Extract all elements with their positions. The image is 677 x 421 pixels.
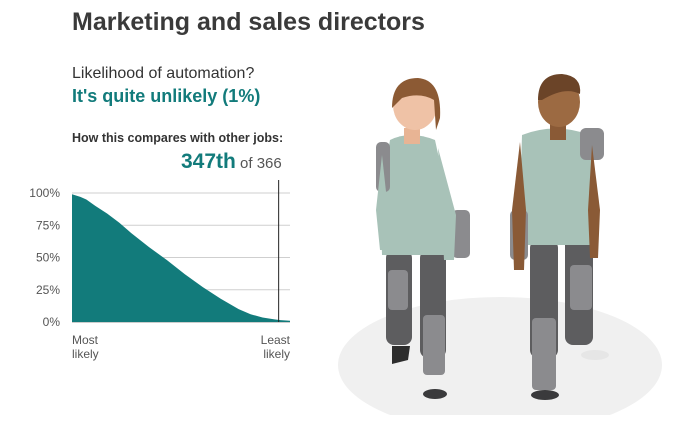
man-right-arm	[588, 145, 600, 258]
woman-knee-brace-left	[388, 270, 408, 310]
man-figure	[510, 74, 609, 400]
man-foot-left	[531, 390, 559, 400]
woman-foot	[423, 389, 447, 399]
man-hair	[538, 74, 581, 100]
y-tick-label: 25%	[36, 283, 60, 297]
woman-shirt	[380, 135, 450, 255]
likelihood-chart: 0% 25% 50% 75% 100%	[29, 180, 290, 329]
woman-left-arm	[376, 155, 388, 250]
y-tick-label: 50%	[36, 251, 60, 265]
man-knee-brace-right	[570, 265, 592, 310]
y-tick-label: 75%	[36, 218, 60, 232]
woman-shoe	[392, 346, 410, 364]
rank-readout: 347th of 366	[181, 150, 282, 174]
page-title: Marketing and sales directors	[72, 8, 425, 36]
likelihood-area	[72, 194, 290, 322]
man-shoulder-brace	[580, 128, 604, 160]
woman-arm-brace	[452, 210, 470, 258]
chart-area-layer	[72, 194, 290, 322]
man-left-arm	[512, 142, 526, 270]
woman-hair	[392, 78, 441, 130]
x-label-most-likely: Most likely	[72, 333, 99, 361]
automation-question: Likelihood of automation?	[72, 65, 255, 82]
automation-answer: It's quite unlikely (1%)	[72, 86, 261, 106]
man-shirt	[520, 128, 598, 245]
x-label-left-line1: Most	[72, 333, 99, 347]
man-shin-brace-left	[532, 318, 556, 390]
man-foot-right	[581, 350, 609, 360]
x-label-left-line2: likely	[72, 347, 99, 361]
y-tick-label: 100%	[29, 186, 60, 200]
x-label-right-line2: likely	[263, 347, 290, 361]
x-label-right-line1: Least	[260, 333, 290, 347]
chart-ticks: 0% 25% 50% 75% 100%	[29, 186, 60, 329]
man-neck	[550, 124, 566, 140]
rank-position: 347th	[181, 150, 236, 173]
woman-figure	[376, 78, 470, 399]
woman-neck	[404, 128, 420, 144]
rank-total: of 366	[240, 155, 282, 172]
compare-label: How this compares with other jobs:	[72, 131, 284, 145]
woman-right-arm	[438, 148, 456, 260]
y-tick-label: 0%	[43, 315, 61, 329]
people-illustration	[338, 74, 662, 415]
x-label-least-likely: Least likely	[242, 333, 290, 361]
woman-shin-brace-right	[423, 315, 445, 375]
